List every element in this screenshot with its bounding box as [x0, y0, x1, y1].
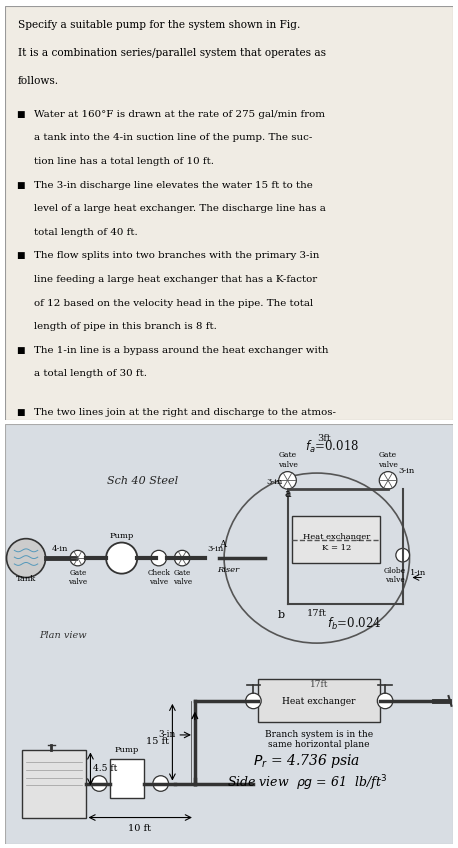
- Text: The flow splits into two branches with the primary 3-in: The flow splits into two branches with t…: [34, 251, 319, 260]
- Text: Gate
valve: Gate valve: [173, 569, 192, 586]
- Text: 15 ft: 15 ft: [146, 737, 169, 746]
- Text: a tank into the 4-in suction line of the pump. The suc-: a tank into the 4-in suction line of the…: [34, 133, 312, 142]
- Text: ■: ■: [16, 251, 24, 260]
- Text: 1-in: 1-in: [409, 569, 426, 577]
- Text: It is a combination series/parallel system that operates as: It is a combination series/parallel syst…: [18, 48, 326, 59]
- Text: a: a: [284, 489, 291, 499]
- Circle shape: [377, 693, 393, 709]
- Circle shape: [153, 776, 169, 791]
- Text: 4-in: 4-in: [51, 545, 68, 553]
- Text: ■: ■: [16, 455, 24, 464]
- Text: ■: ■: [16, 109, 24, 119]
- Text: follows.: follows.: [18, 75, 59, 86]
- Text: total length of 40 ft.: total length of 40 ft.: [34, 228, 137, 237]
- Text: All pipes are Schedule 40 steel.: All pipes are Schedule 40 steel.: [34, 455, 197, 464]
- Circle shape: [151, 550, 167, 566]
- Text: 3ft: 3ft: [317, 434, 331, 444]
- Circle shape: [279, 471, 296, 489]
- Circle shape: [245, 693, 261, 709]
- Text: Tank: Tank: [16, 576, 36, 583]
- Text: 3-in: 3-in: [158, 730, 175, 739]
- Text: level of a large heat exchanger. The discharge line has a: level of a large heat exchanger. The dis…: [34, 204, 326, 213]
- Bar: [22, 750, 86, 817]
- Text: Specify a suitable pump for the system shown in Fig.: Specify a suitable pump for the system s…: [18, 20, 300, 31]
- Text: 3-in: 3-in: [399, 466, 415, 475]
- Text: A: A: [219, 540, 226, 550]
- Bar: [258, 678, 380, 722]
- Text: 3-in: 3-in: [266, 478, 282, 486]
- Circle shape: [106, 543, 137, 573]
- Text: 10 ft: 10 ft: [128, 824, 151, 834]
- Circle shape: [174, 550, 190, 566]
- Text: $f_a$=0.018: $f_a$=0.018: [305, 439, 359, 455]
- Text: Branch system is in the
same horizontal plane: Branch system is in the same horizontal …: [265, 730, 373, 750]
- Text: Check
valve: Check valve: [147, 569, 170, 586]
- Text: Heat exchanger: Heat exchanger: [303, 533, 370, 541]
- Text: Pump: Pump: [114, 746, 139, 755]
- Text: $f_b$=0.024: $f_b$=0.024: [327, 616, 381, 632]
- Text: tion line has a total length of 10 ft.: tion line has a total length of 10 ft.: [34, 157, 214, 166]
- Bar: [292, 516, 380, 563]
- Text: b: b: [278, 611, 285, 621]
- Text: The 3-in discharge line elevates the water 15 ft to the: The 3-in discharge line elevates the wat…: [34, 181, 312, 190]
- Text: Plan view: Plan view: [39, 631, 87, 639]
- Text: 3-in: 3-in: [207, 545, 224, 553]
- Text: ■: ■: [16, 181, 24, 190]
- Text: Riser: Riser: [217, 566, 240, 574]
- Text: Heat exchanger: Heat exchanger: [282, 697, 355, 706]
- Text: Pump: Pump: [109, 532, 134, 539]
- Text: length of pipe in this branch is 8 ft.: length of pipe in this branch is 8 ft.: [34, 322, 217, 331]
- Text: Sch 40 Steel: Sch 40 Steel: [107, 477, 178, 486]
- Text: The 1-in line is a bypass around the heat exchanger with: The 1-in line is a bypass around the hea…: [34, 346, 328, 354]
- Text: Gate
valve: Gate valve: [68, 569, 87, 586]
- Text: 4.5 ft: 4.5 ft: [93, 764, 118, 773]
- Text: ■: ■: [16, 408, 24, 416]
- Text: Gate
valve: Gate valve: [278, 451, 298, 469]
- Text: of 12 based on the velocity head in the pipe. The total: of 12 based on the velocity head in the …: [34, 298, 313, 308]
- Text: Globe
valve: Globe valve: [384, 566, 406, 584]
- Text: line feeding a large heat exchanger that has a K-factor: line feeding a large heat exchanger that…: [34, 275, 317, 284]
- Text: Side view  $\rho g$ = 61  lb/ft$^3$: Side view $\rho g$ = 61 lb/ft$^3$: [227, 773, 387, 794]
- Circle shape: [70, 550, 86, 566]
- Circle shape: [92, 776, 107, 791]
- Text: The two lines join at the right and discharge to the atmos-: The two lines join at the right and disc…: [34, 408, 336, 416]
- Text: Water at 160°F is drawn at the rate of 275 gal/min from: Water at 160°F is drawn at the rate of 2…: [34, 109, 325, 119]
- Text: Gate
valve: Gate valve: [378, 451, 398, 469]
- Text: ■: ■: [16, 346, 24, 354]
- Text: $P_r$ = 4.736 psia: $P_r$ = 4.736 psia: [253, 752, 360, 771]
- Text: 17ft: 17ft: [307, 610, 327, 618]
- Text: a total length of 30 ft.: a total length of 30 ft.: [34, 369, 147, 378]
- Circle shape: [6, 538, 45, 577]
- Circle shape: [379, 471, 397, 489]
- Text: phere through a short 3-in pipe.: phere through a short 3-in pipe.: [34, 432, 200, 440]
- Circle shape: [396, 549, 409, 562]
- Bar: [110, 759, 144, 798]
- Text: K = 12: K = 12: [322, 544, 351, 552]
- Text: 17ft: 17ft: [310, 680, 328, 689]
